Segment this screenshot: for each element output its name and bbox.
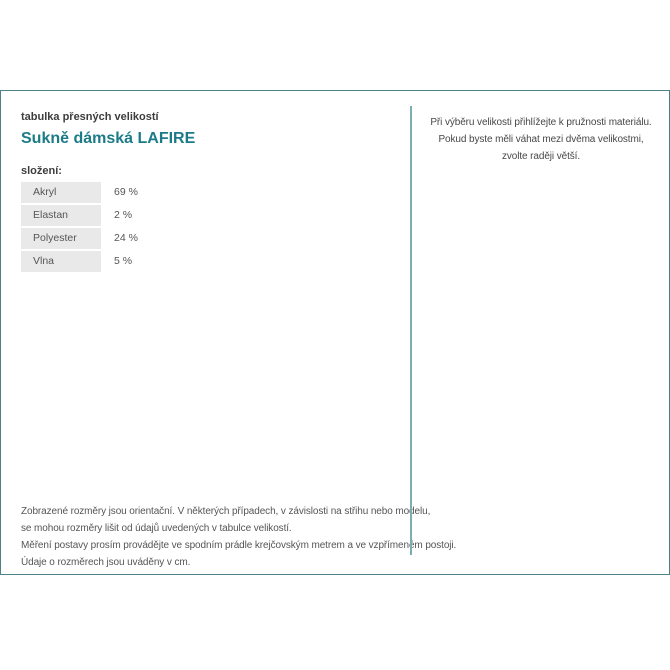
- table-row: Akryl 69 %: [21, 182, 251, 203]
- size-table-panel: tabulka přesných velikostí Sukně dámská …: [0, 90, 670, 575]
- composition-table: Akryl 69 % Elastan 2 % Polyester 24 % Vl…: [21, 182, 251, 272]
- material-cell: Elastan: [21, 205, 101, 226]
- percentage-cell: 69 %: [114, 186, 138, 198]
- product-title: Sukně dámská LAFIRE: [21, 130, 196, 147]
- disclaimer-line: se mohou rozměry lišit od údajů uvedenýc…: [21, 523, 292, 534]
- disclaimer-line: Měření postavy prosím provádějte ve spod…: [21, 540, 457, 551]
- measurement-disclaimer: Zobrazené rozměry jsou orientační. V něk…: [21, 503, 457, 571]
- size-advice-line: zvolte raději větší.: [501, 151, 581, 162]
- size-advice-line: Pokud byste měli váhat mezi dvěma veliko…: [438, 134, 644, 145]
- table-row: Polyester 24 %: [21, 228, 251, 249]
- percentage-cell: 24 %: [114, 232, 138, 244]
- composition-heading: složení:: [21, 165, 62, 177]
- vertical-divider: [410, 106, 412, 555]
- table-row: Elastan 2 %: [21, 205, 251, 226]
- percentage-cell: 2 %: [114, 209, 133, 221]
- material-cell: Polyester: [21, 228, 101, 249]
- material-cell: Akryl: [21, 182, 101, 203]
- percentage-cell: 5 %: [114, 255, 133, 267]
- product-info-column: tabulka přesných velikostí Sukně dámská …: [1, 91, 457, 574]
- disclaimer-line: Údaje o rozměrech jsou uváděny v cm.: [21, 557, 191, 568]
- size-advice-column: Při výběru velikosti přihlížejte k pružn…: [413, 91, 669, 165]
- size-advice-line: Při výběru velikosti přihlížejte k pružn…: [430, 117, 652, 128]
- section-title: tabulka přesných velikostí: [21, 111, 159, 123]
- material-cell: Vlna: [21, 251, 101, 272]
- disclaimer-line: Zobrazené rozměry jsou orientační. V něk…: [21, 506, 431, 517]
- table-row: Vlna 5 %: [21, 251, 251, 272]
